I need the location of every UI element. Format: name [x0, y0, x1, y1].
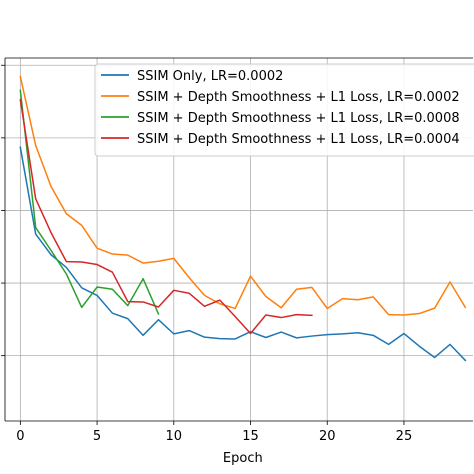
legend-entry-3: SSIM + Depth Smoothness + L1 Loss, LR=0.… [137, 111, 460, 126]
x-tick-label: 5 [93, 429, 101, 444]
x-tick-label: 0 [16, 429, 24, 444]
legend-entry-2: SSIM + Depth Smoothness + L1 Loss, LR=0.… [137, 90, 460, 105]
axes-frame [4, 57, 473, 422]
series-line-3 [19, 89, 160, 315]
series-line-2 [19, 75, 467, 316]
axis-ticks: 0 5 10 15 20 25 [1, 64, 413, 444]
x-tick-label: 25 [396, 429, 413, 444]
x-tick-label: 10 [166, 429, 183, 444]
series-lines [19, 75, 467, 362]
x-axis-label: Epoch [223, 451, 263, 466]
legend: SSIM Only, LR=0.0002 SSIM + Depth Smoothn… [94, 63, 474, 157]
series-line-4 [19, 98, 313, 335]
legend-entry-1: SSIM Only, LR=0.0002 [137, 69, 283, 84]
legend-entry-4: SSIM + Depth Smoothness + L1 Loss, LR=0.… [137, 132, 460, 147]
x-tick-label: 20 [319, 429, 336, 444]
series-line-1 [19, 146, 467, 362]
legend-box [94, 63, 474, 157]
x-tick-label: 15 [242, 429, 259, 444]
